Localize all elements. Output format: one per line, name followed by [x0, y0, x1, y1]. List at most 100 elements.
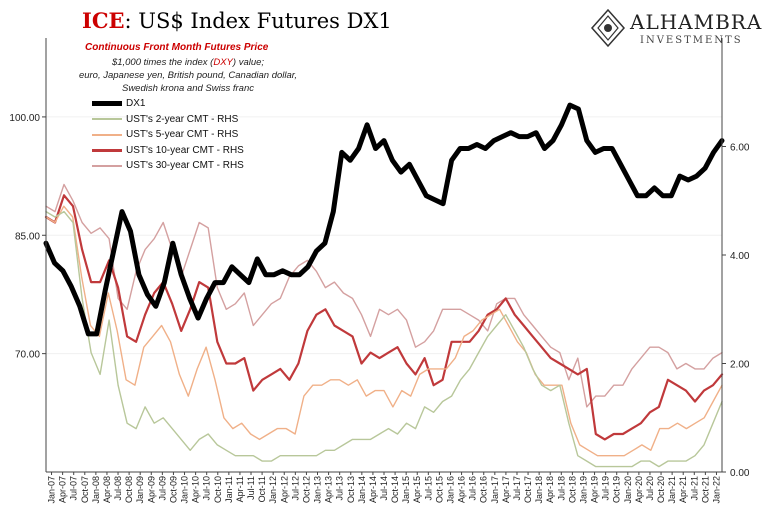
- legend-swatch-dx1: [92, 101, 122, 107]
- x-tick-label: Jul-16: [468, 476, 478, 501]
- legend-label-ust30: UST's 30-year CMT - RHS: [126, 160, 244, 172]
- x-tick-label: Apr-12: [279, 476, 289, 503]
- x-tick-label: Jan-17: [490, 476, 500, 504]
- x-tick-label: Oct-15: [434, 476, 444, 503]
- legend-label-ust10: UST's 10-year CMT - RHS: [126, 144, 244, 156]
- left-tick-label: 100.00: [9, 113, 40, 124]
- series-line-ust30: [45, 183, 723, 408]
- right-tick-label: 0.00: [730, 468, 750, 479]
- x-tick-label: Jan-09: [135, 476, 145, 504]
- x-tick-label: Jan-12: [268, 476, 278, 504]
- x-tick-label: Jan-21: [667, 476, 677, 504]
- x-tick-label: Oct-14: [390, 476, 400, 503]
- x-tick-label: Apr-15: [412, 476, 422, 503]
- x-tick-label: Jul-12: [290, 476, 300, 501]
- x-tick-label: Jan-13: [313, 476, 323, 504]
- x-axis: Jan-07 Apr-07 Jul-07 Oct-07 Jan-08 Apr-08 Jul-…: [47, 472, 721, 504]
- x-tick-label: Apr-19: [590, 476, 600, 503]
- x-tick-label: Oct-09: [168, 476, 178, 503]
- legend-swatch-ust30: [92, 164, 122, 167]
- x-tick-label: Apr-13: [324, 476, 334, 503]
- x-tick-label: Apr-20: [634, 476, 644, 503]
- x-tick-label: Oct-17: [523, 476, 533, 503]
- series-line-dx1: [43, 102, 725, 337]
- legend-item-ust10: UST's 10-year CMT - RHS: [92, 143, 244, 159]
- chart-note: $1,000 times the index (DXY) value; euro,…: [78, 56, 298, 95]
- x-tick-label: Oct-10: [213, 476, 223, 503]
- alhambra-ornament-icon: [590, 8, 626, 48]
- x-tick-label: Jul-18: [556, 476, 566, 501]
- series-line-ust2: [45, 210, 723, 468]
- legend-swatch-ust5: [92, 133, 122, 136]
- x-tick-label: Apr-18: [545, 476, 555, 503]
- right-tick-label: 2.00: [730, 360, 750, 371]
- x-tick-label: Oct-12: [301, 476, 311, 503]
- legend-label-ust2: UST's 2-year CMT - RHS: [126, 113, 239, 125]
- x-tick-label: Apr-16: [457, 476, 467, 503]
- title-prefix: ICE: [82, 8, 125, 33]
- x-tick-label: Oct-18: [567, 476, 577, 503]
- note-line1-pre: $1,000 times the index (: [111, 57, 214, 68]
- x-tick-label: Oct-13: [346, 476, 356, 503]
- chart-legend: DX1 UST's 2-year CMT - RHS UST's 5-year CM…: [92, 96, 244, 174]
- x-tick-label: Jan-10: [180, 476, 190, 504]
- x-tick-label: Jul-21: [689, 476, 699, 501]
- title-rest: : US$ Index Futures DX1: [124, 9, 392, 33]
- legend-label-ust5: UST's 5-year CMT - RHS: [126, 129, 239, 141]
- x-tick-label: Jan-22: [711, 476, 721, 504]
- x-tick-label: Jul-17: [512, 476, 522, 501]
- x-tick-label: Apr-09: [146, 476, 156, 503]
- series-line-ust5: [45, 205, 723, 457]
- alhambra-logo: ALHAMBRA INVESTMENTS: [590, 6, 765, 50]
- legend-item-ust30: UST's 30-year CMT - RHS: [92, 158, 244, 174]
- x-tick-label: Oct-16: [479, 476, 489, 503]
- x-tick-label: Apr-07: [58, 476, 68, 503]
- x-tick-label: Apr-08: [102, 476, 112, 503]
- chart-title: ICE: US$ Index Futures DX1: [82, 8, 392, 33]
- logo-sub: INVESTMENTS: [640, 35, 743, 46]
- right-tick-label: 6.00: [730, 143, 750, 154]
- x-tick-label: Jan-07: [47, 476, 57, 504]
- chart-subtitle: Continuous Front Month Futures Price: [85, 42, 269, 53]
- x-tick-label: Apr-21: [678, 476, 688, 503]
- x-tick-label: Oct-20: [656, 476, 666, 503]
- x-tick-label: Jan-08: [91, 476, 101, 504]
- legend-item-dx1: DX1: [92, 96, 244, 112]
- note-line2: euro, Japanese yen, British pound, Canad…: [78, 70, 298, 94]
- x-tick-label: Apr-17: [501, 476, 511, 503]
- x-tick-label: Jul-09: [157, 476, 167, 501]
- left-tick-label: 70.00: [15, 350, 40, 361]
- note-dxy: DXY: [213, 57, 233, 68]
- x-tick-label: Jan-11: [224, 476, 234, 503]
- legend-swatch-ust10: [92, 148, 122, 152]
- x-tick-label: Oct-08: [124, 476, 134, 503]
- x-tick-label: Jan-14: [357, 476, 367, 504]
- right-axis: 0.00 2.00 4.00 6.00: [722, 143, 750, 479]
- x-tick-label: Apr-11: [235, 476, 245, 502]
- x-tick-label: Jan-18: [534, 476, 544, 504]
- plot-area: [43, 102, 725, 468]
- x-tick-label: Oct-07: [80, 476, 90, 503]
- series-line-ust10: [44, 194, 724, 441]
- legend-swatch-ust2: [92, 118, 122, 121]
- legend-item-ust5: UST's 5-year CMT - RHS: [92, 127, 244, 143]
- x-tick-label: Jan-15: [401, 476, 411, 504]
- x-tick-label: Oct-19: [612, 476, 622, 503]
- logo-name: ALHAMBRA: [630, 10, 763, 34]
- x-tick-label: Jul-07: [69, 476, 79, 501]
- x-tick-label: Oct-21: [700, 476, 710, 503]
- x-tick-label: Jul-13: [335, 476, 345, 501]
- x-tick-label: Jul-20: [645, 476, 655, 501]
- right-tick-label: 4.00: [730, 251, 750, 262]
- legend-item-ust2: UST's 2-year CMT - RHS: [92, 112, 244, 128]
- x-tick-label: Jan-20: [623, 476, 633, 504]
- x-tick-label: Apr-14: [368, 476, 378, 503]
- note-line1-post: ) value;: [232, 57, 265, 68]
- x-tick-label: Jul-19: [601, 476, 611, 501]
- x-tick-label: Jul-08: [113, 476, 123, 501]
- x-tick-label: Jul-10: [202, 476, 212, 501]
- x-tick-label: Oct-11: [257, 476, 267, 502]
- x-tick-label: Jan-16: [445, 476, 455, 504]
- x-tick-label: Jul-14: [379, 476, 389, 501]
